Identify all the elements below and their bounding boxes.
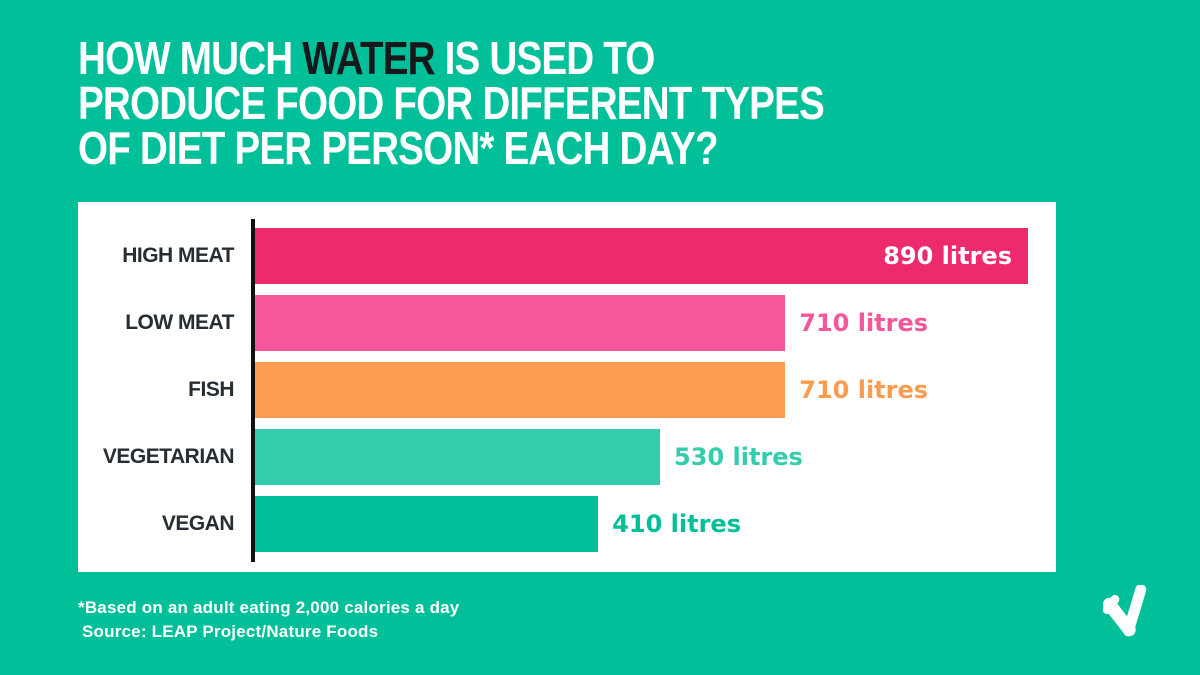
bar-row-vegan: VEGAN 410 litres bbox=[78, 496, 1028, 552]
chart-panel: HIGH MEAT 890 litres LOW MEAT 710 litres… bbox=[78, 202, 1056, 572]
value-label: 710 litres bbox=[799, 309, 929, 337]
bar-track: 530 litres bbox=[255, 429, 1028, 485]
category-label: VEGAN bbox=[161, 512, 235, 535]
bar-chart: HIGH MEAT 890 litres LOW MEAT 710 litres… bbox=[78, 219, 1028, 562]
brush-heart-logo-icon bbox=[1102, 585, 1147, 637]
bar-vegetarian bbox=[255, 429, 661, 485]
bar-row-fish: FISH 710 litres bbox=[78, 362, 1028, 418]
value-label: 710 litres bbox=[799, 376, 929, 404]
bar-low-meat bbox=[255, 295, 786, 351]
title-line-3: OF DIET PER PERSON* EACH DAY? bbox=[78, 122, 719, 174]
bar-track: 710 litres bbox=[255, 295, 1028, 351]
page-title: HOW MUCH WATER IS USED TO PRODUCE FOOD F… bbox=[78, 35, 825, 174]
bar-row-low-meat: LOW MEAT 710 litres bbox=[78, 295, 1028, 351]
value-label: 530 litres bbox=[674, 443, 803, 471]
category-label: LOW MEAT bbox=[125, 311, 234, 334]
footer: *Based on an adult eating 2,000 calories… bbox=[78, 596, 459, 644]
category-label: VEGETARIAN bbox=[102, 445, 235, 468]
title-text: IS USED TO bbox=[434, 32, 656, 84]
bar-row-vegetarian: VEGETARIAN 530 litres bbox=[78, 429, 1028, 485]
bar-track: 410 litres bbox=[255, 496, 1028, 552]
title-line-1: HOW MUCH WATER IS USED TO bbox=[78, 35, 824, 81]
bar-fish bbox=[255, 362, 786, 418]
title-line-2: PRODUCE FOOD FOR DIFFERENT TYPES bbox=[78, 77, 825, 129]
bar-track: 890 litres bbox=[255, 228, 1028, 284]
bar-track: 710 litres bbox=[255, 362, 1028, 418]
source-text: Source: LEAP Project/Nature Foods bbox=[82, 622, 379, 641]
category-label: HIGH MEAT bbox=[122, 244, 234, 267]
title-text: HOW MUCH bbox=[78, 32, 303, 84]
bar-row-high-meat: HIGH MEAT 890 litres bbox=[78, 228, 1028, 284]
bar-vegan bbox=[255, 496, 599, 552]
value-label: 890 litres bbox=[883, 242, 1012, 270]
title-highlight-water: WATER bbox=[302, 32, 435, 84]
y-axis-line bbox=[251, 219, 255, 562]
category-label: FISH bbox=[188, 378, 234, 401]
footnote-text: *Based on an adult eating 2,000 calories… bbox=[78, 598, 460, 617]
value-label: 410 litres bbox=[612, 510, 741, 538]
bar-high-meat bbox=[255, 228, 1028, 284]
